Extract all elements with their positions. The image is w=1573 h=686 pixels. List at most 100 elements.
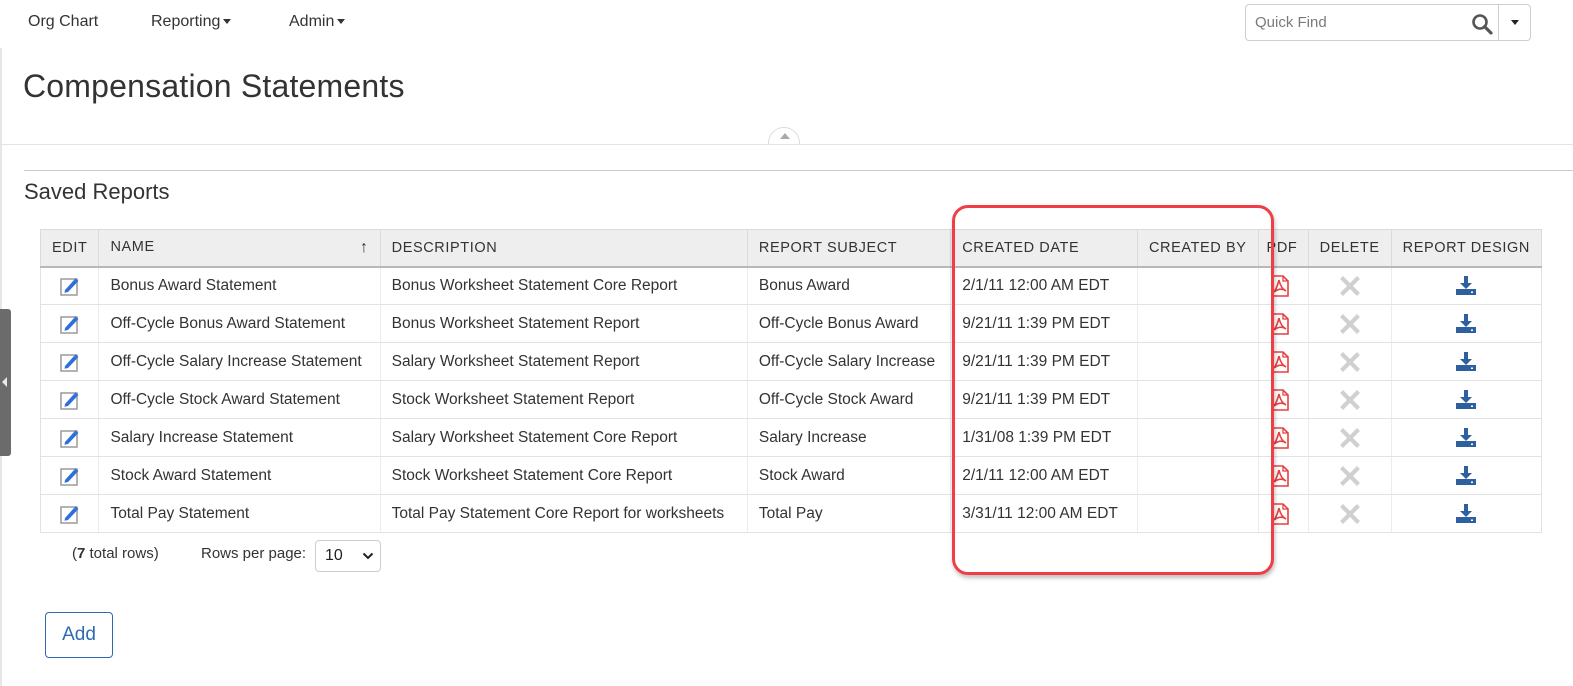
report-design-cell <box>1390 456 1543 495</box>
column-header-description[interactable]: DESCRIPTION <box>379 229 748 268</box>
edit-pencil-icon[interactable] <box>59 314 80 334</box>
pdf-icon[interactable] <box>1270 464 1289 487</box>
download-icon[interactable] <box>1455 427 1477 448</box>
delete-x-icon[interactable] <box>1339 351 1360 372</box>
pdf-cell <box>1257 494 1309 533</box>
nav-reporting-menu[interactable]: Reporting <box>151 13 232 31</box>
pdf-icon[interactable] <box>1270 312 1289 335</box>
triangle-left-icon <box>2 377 7 387</box>
edit-pencil-icon[interactable] <box>59 352 80 372</box>
table-row: Off-Cycle Stock Award Statement Stock Wo… <box>39 380 1543 419</box>
delete-x-icon[interactable] <box>1339 427 1360 448</box>
created-date: 3/31/11 12:00 AM EDT <box>950 494 1138 533</box>
edit-pencil-icon[interactable] <box>59 428 80 448</box>
delete-cell <box>1307 380 1392 419</box>
delete-cell <box>1307 342 1392 381</box>
pdf-cell <box>1257 342 1309 381</box>
nav-reporting-label: Reporting <box>151 13 221 30</box>
pdf-icon[interactable] <box>1270 350 1289 373</box>
column-header-pdf: PDF <box>1257 229 1309 268</box>
report-design-cell <box>1390 494 1543 533</box>
edit-cell <box>39 304 99 343</box>
quick-find-input[interactable] <box>1246 5 1466 40</box>
table-row: Off-Cycle Bonus Award Statement Bonus Wo… <box>39 304 1543 343</box>
pdf-icon[interactable] <box>1270 274 1289 297</box>
download-icon[interactable] <box>1455 351 1477 372</box>
report-subject: Off-Cycle Stock Award <box>746 380 951 419</box>
saved-reports-title: Saved Reports <box>24 179 170 204</box>
saved-reports-table: EDIT NAME ↑ DESCRIPTION REPORT SUBJECT CR… <box>39 229 1543 533</box>
download-icon[interactable] <box>1455 275 1477 296</box>
quick-find-options-button[interactable] <box>1499 5 1531 40</box>
delete-x-icon[interactable] <box>1339 465 1360 486</box>
pdf-cell <box>1257 418 1309 457</box>
edit-pencil-icon[interactable] <box>59 504 80 524</box>
caret-down-icon <box>337 19 346 25</box>
report-design-cell <box>1390 418 1543 457</box>
created-by <box>1136 456 1259 495</box>
pdf-cell <box>1257 456 1309 495</box>
collapse-header-button[interactable] <box>768 127 800 145</box>
edit-pencil-icon[interactable] <box>59 466 80 486</box>
created-by <box>1136 494 1259 533</box>
created-date: 2/1/11 12:00 AM EDT <box>950 266 1138 305</box>
side-panel-toggle[interactable] <box>0 309 11 456</box>
column-header-delete: DELETE <box>1307 229 1392 268</box>
column-header-created-by[interactable]: CREATED BY <box>1136 229 1259 268</box>
created-date: 9/21/11 1:39 PM EDT <box>950 380 1138 419</box>
edit-cell <box>39 494 99 533</box>
table-row: Salary Increase Statement Salary Workshe… <box>39 418 1543 457</box>
quick-find-divider <box>1498 5 1499 40</box>
caret-down-icon <box>1511 20 1519 25</box>
download-icon[interactable] <box>1455 313 1477 334</box>
pdf-icon[interactable] <box>1270 502 1289 525</box>
report-description: Salary Worksheet Statement Report <box>379 342 748 381</box>
report-description: Bonus Worksheet Statement Report <box>379 304 748 343</box>
created-date: 9/21/11 1:39 PM EDT <box>950 342 1138 381</box>
edit-pencil-icon[interactable] <box>59 390 80 410</box>
delete-cell <box>1307 304 1392 343</box>
report-name: Off-Cycle Salary Increase Statement <box>98 342 381 381</box>
created-date: 9/21/11 1:39 PM EDT <box>950 304 1138 343</box>
column-header-created-date[interactable]: CREATED DATE <box>950 229 1138 268</box>
search-icon[interactable] <box>1471 13 1493 35</box>
nav-admin-label: Admin <box>289 13 335 30</box>
report-description: Stock Worksheet Statement Report <box>379 380 748 419</box>
report-design-cell <box>1390 380 1543 419</box>
column-header-report-design: REPORT DESIGN <box>1390 229 1543 268</box>
report-subject: Salary Increase <box>746 418 951 457</box>
column-header-report-subject[interactable]: REPORT SUBJECT <box>746 229 952 268</box>
edit-cell <box>39 266 99 305</box>
download-icon[interactable] <box>1455 465 1477 486</box>
nav-admin-menu[interactable]: Admin <box>289 13 346 31</box>
delete-cell <box>1307 418 1392 457</box>
edit-cell <box>39 380 99 419</box>
column-header-name[interactable]: NAME ↑ <box>98 229 381 268</box>
top-nav: Org Chart Reporting Admin <box>0 0 1573 46</box>
pdf-icon[interactable] <box>1270 388 1289 411</box>
download-icon[interactable] <box>1455 389 1477 410</box>
add-button[interactable]: Add <box>45 612 113 658</box>
rows-per-page-select[interactable]: 10 <box>315 540 381 572</box>
table-row: Bonus Award Statement Bonus Worksheet St… <box>39 266 1543 305</box>
created-by <box>1136 342 1259 381</box>
delete-x-icon[interactable] <box>1339 313 1360 334</box>
total-rows-open: ( <box>72 545 77 562</box>
created-by <box>1136 266 1259 305</box>
table-row: Off-Cycle Salary Increase Statement Sala… <box>39 342 1543 381</box>
report-name: Off-Cycle Bonus Award Statement <box>98 304 381 343</box>
delete-x-icon[interactable] <box>1339 275 1360 296</box>
edit-pencil-icon[interactable] <box>59 276 80 296</box>
nav-org-chart[interactable]: Org Chart <box>28 13 98 31</box>
download-icon[interactable] <box>1455 503 1477 524</box>
delete-x-icon[interactable] <box>1339 503 1360 524</box>
report-description: Bonus Worksheet Statement Core Report <box>379 266 748 305</box>
created-by <box>1136 380 1259 419</box>
page-title: Compensation Statements <box>23 68 405 104</box>
chevron-down-icon <box>362 552 374 560</box>
sort-ascending-icon[interactable]: ↑ <box>360 238 369 256</box>
delete-x-icon[interactable] <box>1339 389 1360 410</box>
pdf-icon[interactable] <box>1270 426 1289 449</box>
edit-cell <box>39 342 99 381</box>
rows-per-page-label: Rows per page: <box>201 545 307 562</box>
